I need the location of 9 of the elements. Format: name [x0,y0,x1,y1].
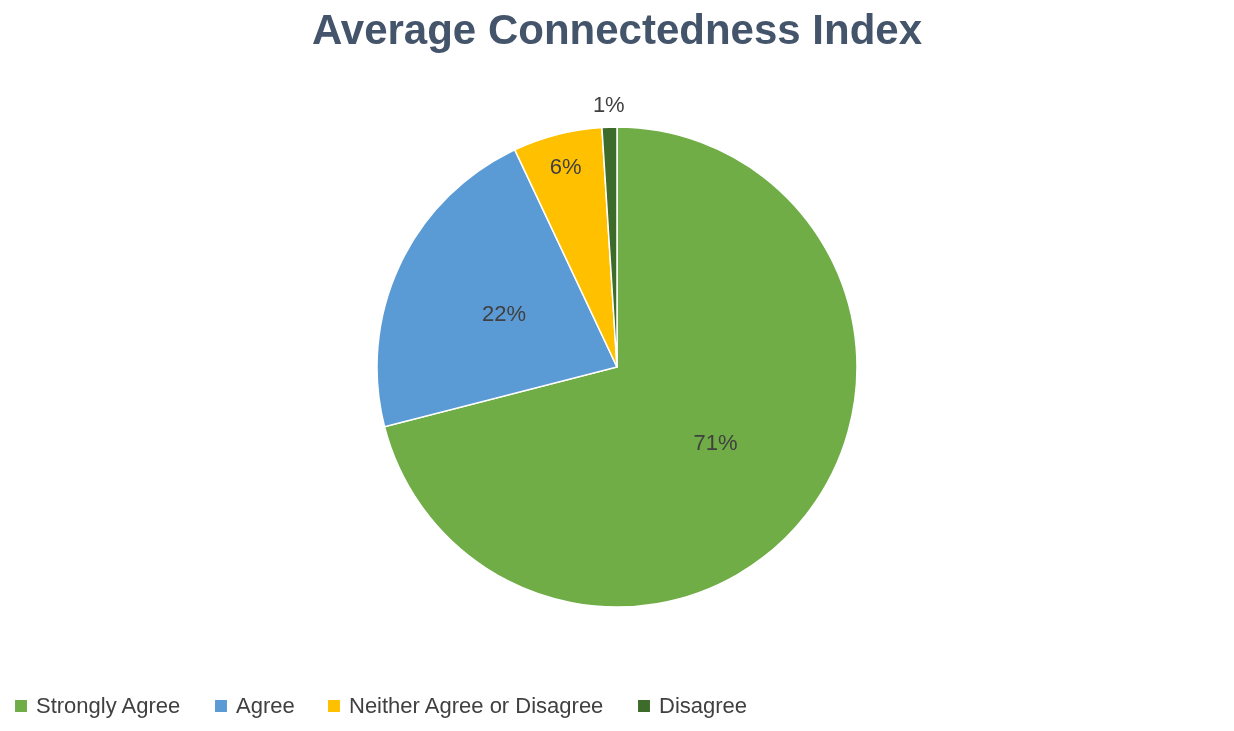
data-label: 1% [592,92,625,118]
data-label: 6% [549,154,582,180]
chart-title: Average Connectedness Index [312,6,923,53]
data-label: 22% [482,300,527,326]
legend-label: Neither Agree or Disagree [349,693,604,718]
legend-label: Disagree [659,693,748,718]
legend-label: Strongly Agree [36,693,181,718]
data-label: 71% [693,430,738,456]
legend-label: Agree [236,693,295,718]
